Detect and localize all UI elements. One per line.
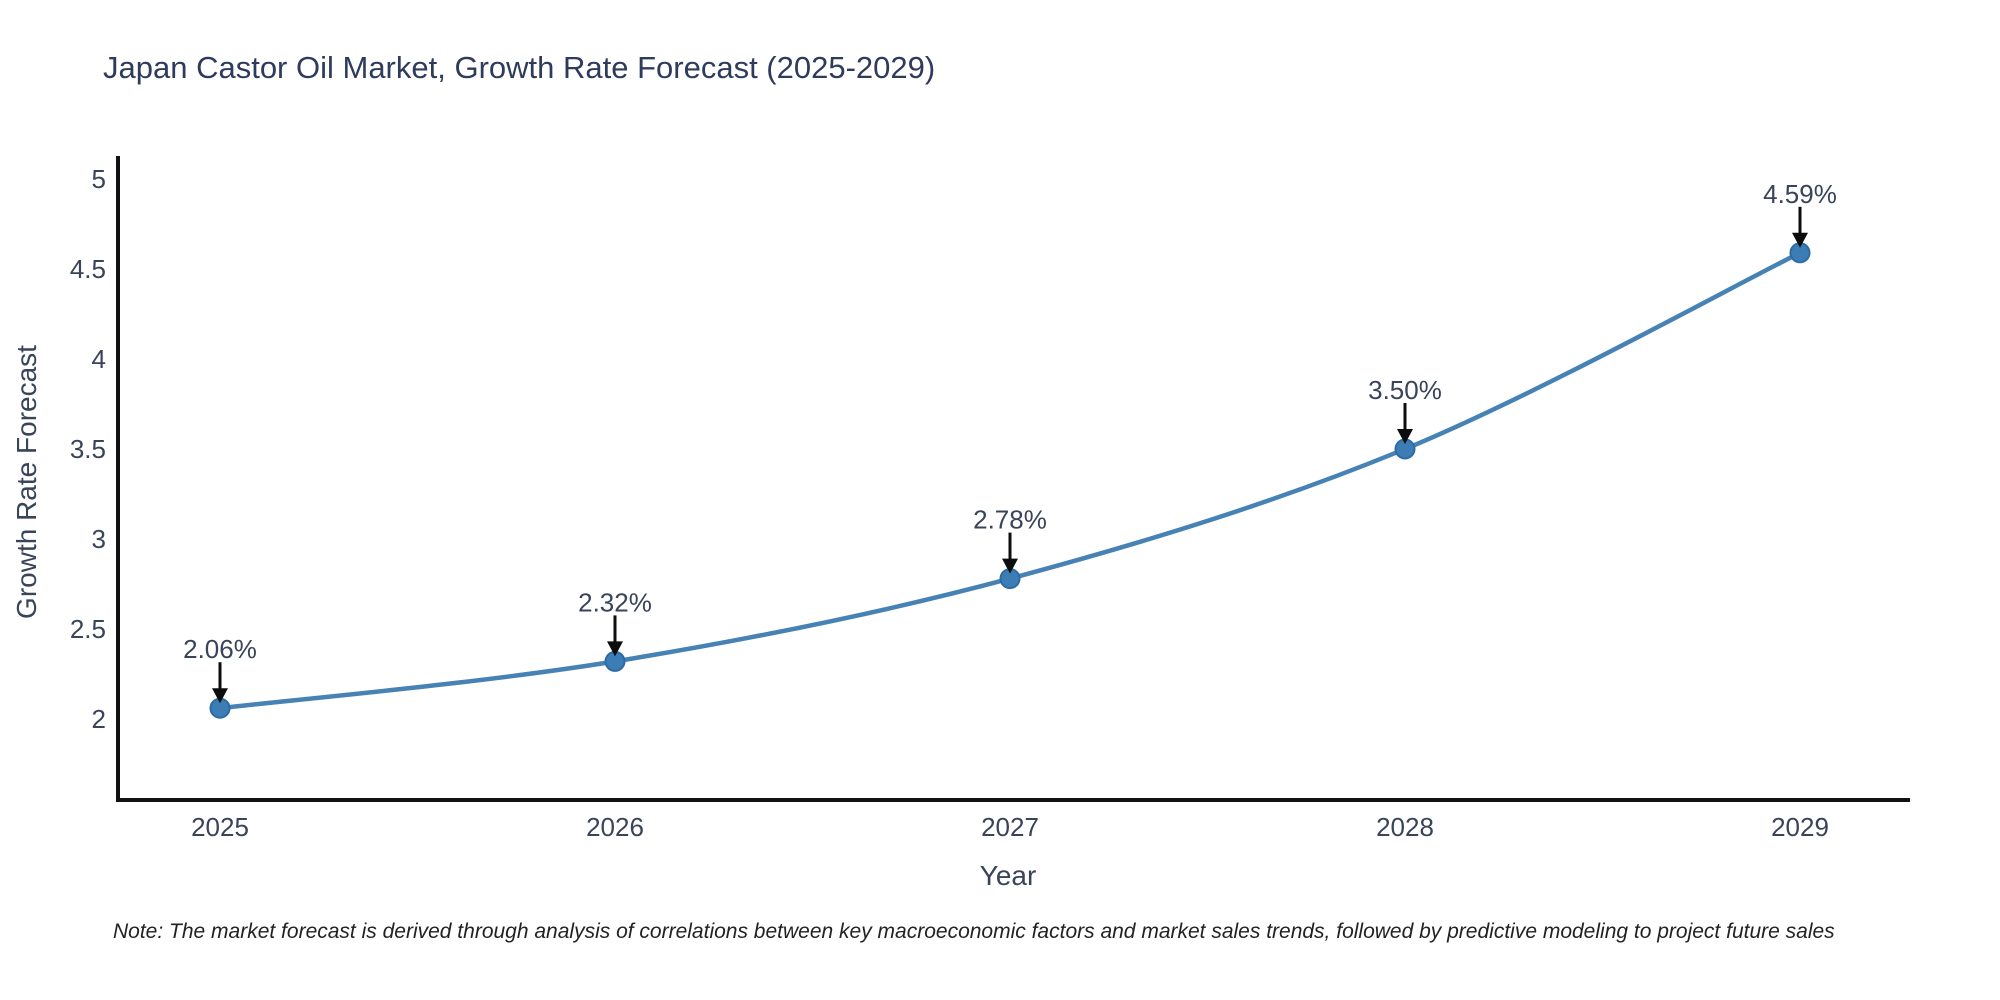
footnote: Note: The market forecast is derived thr… (113, 920, 1835, 943)
data-point-label: 2.06% (183, 634, 257, 664)
trend-line (219, 250, 1802, 711)
x-tick-label: 2027 (981, 812, 1039, 842)
x-tick-label: 2026 (586, 812, 644, 842)
x-tick-label: 2025 (191, 812, 249, 842)
x-axis-label: Year (979, 860, 1037, 891)
annotation-arrow-head (1397, 429, 1413, 444)
data-point-label: 2.32% (578, 587, 652, 617)
y-tick-label: 2.5 (70, 614, 106, 644)
data-point-label: 2.78% (973, 505, 1047, 535)
y-tick-label: 5 (92, 164, 106, 194)
y-tick-label: 4 (92, 344, 106, 374)
annotation-arrow-head (1002, 558, 1018, 574)
y-axis-label: Growth Rate Forecast (11, 345, 42, 619)
y-tick-label: 2 (92, 704, 106, 734)
annotation-arrow-head (1792, 232, 1808, 248)
annotation-arrow-head (607, 641, 623, 657)
chart-title: Japan Castor Oil Market, Growth Rate For… (103, 50, 936, 85)
y-tick-label: 3 (92, 524, 106, 554)
annotation-arrow-head (212, 688, 228, 704)
axis-lines (116, 156, 1910, 802)
data-point-label: 4.59% (1763, 179, 1837, 209)
data-point-label: 3.50% (1368, 375, 1442, 405)
y-tick-label: 3.5 (70, 434, 106, 464)
x-tick-label: 2028 (1376, 812, 1434, 842)
y-tick-label: 4.5 (70, 254, 106, 284)
x-tick-label: 2029 (1771, 812, 1829, 842)
